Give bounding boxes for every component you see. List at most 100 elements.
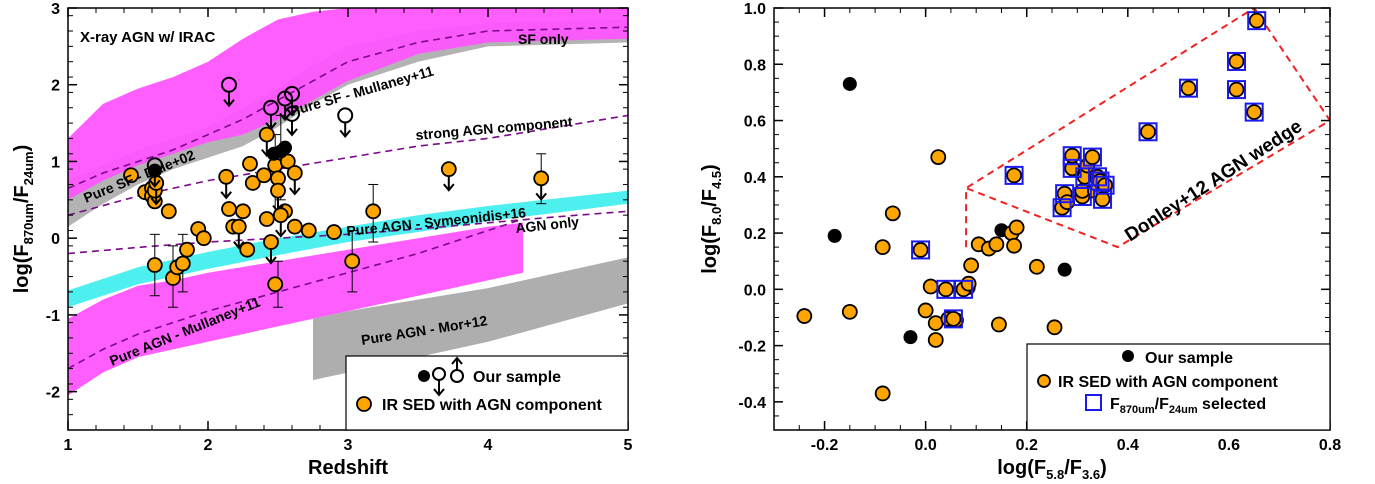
data-point-ir-sed — [960, 275, 977, 292]
data-point-selected — [1226, 80, 1246, 100]
data-point-selected — [1004, 165, 1024, 185]
data-point-ir-sed — [300, 222, 317, 239]
data-point-ir-sed — [1084, 149, 1101, 166]
upper-limit-arrowhead — [443, 183, 455, 192]
data-point-selected — [1075, 167, 1095, 187]
data-point-ir-sed — [146, 257, 163, 273]
data-point-selected — [1138, 122, 1158, 142]
y-tick-label: 2 — [51, 78, 60, 95]
upper-limit-arrowhead — [286, 108, 298, 117]
data-point-ir-sed — [256, 167, 272, 184]
upper-limit-arrowhead — [223, 99, 235, 108]
legend-left: Our sample IR SED with AGN component — [345, 355, 629, 431]
upper-limit-arrowhead — [275, 229, 287, 238]
x-tick-label: 0.6 — [1218, 437, 1240, 454]
data-point-ir-sed — [922, 278, 939, 295]
upper-limit-arrowhead — [279, 112, 291, 122]
legend-arrowhead-down — [433, 388, 445, 397]
y-tick-label: -0.4 — [738, 395, 766, 412]
data-point-ir-sed — [937, 281, 954, 298]
template-band — [68, 8, 628, 200]
data-point-ir-sed — [1180, 80, 1197, 97]
legend-label-our-sample: Our sample — [473, 369, 561, 386]
data-point-ir-sed — [179, 241, 195, 258]
data-point-selected — [1244, 102, 1264, 122]
upper-limit-arrowhead — [220, 191, 232, 200]
data-point-ir-sed — [930, 149, 947, 166]
data-point-our-sample — [147, 163, 162, 178]
x-axis-label: Redshift — [308, 457, 388, 479]
data-point-ir-sed — [991, 316, 1007, 333]
data-point-ir-sed — [267, 276, 284, 293]
data-point-our-sample-limit — [284, 85, 300, 102]
upper-limit-arrowhead — [265, 256, 277, 265]
data-point-selected — [1090, 171, 1110, 191]
data-point-selected — [1093, 189, 1113, 209]
data-point-ir-sed — [1248, 12, 1265, 29]
y-tick-label: -1 — [46, 308, 60, 325]
data-point-our-sample-limit — [337, 107, 354, 124]
legend-label-ir-sed: IR SED with AGN component — [1058, 374, 1279, 391]
data-point-ir-sed — [239, 241, 256, 258]
upper-limit-arrowhead — [535, 192, 547, 201]
legend-marker-orange — [1037, 374, 1051, 388]
legend-arrowhead-up — [451, 356, 463, 365]
y-tick-label: 0.0 — [744, 282, 766, 299]
data-point-ir-sed — [1028, 258, 1045, 275]
data-point-selected — [1226, 51, 1246, 71]
data-point-selected — [1178, 78, 1198, 98]
y-tick-label: 0.8 — [744, 57, 766, 74]
annotation-sf-only: SF only — [518, 31, 569, 47]
data-point-ir-sed — [244, 175, 261, 191]
data-point-our-sample — [842, 76, 857, 91]
data-point-ir-sed — [195, 230, 212, 247]
x-tick-label: 0.4 — [1117, 437, 1139, 454]
y-tick-label: -2 — [46, 385, 60, 402]
data-point-ir-sed — [1228, 53, 1245, 70]
data-point-ir-sed-limit — [258, 126, 275, 143]
data-point-selected — [1072, 186, 1092, 206]
data-point-ir-sed — [1006, 167, 1022, 184]
data-point-our-sample-limit — [146, 157, 163, 174]
upper-limit-arrowhead — [289, 187, 301, 196]
data-point-ir-sed-limit — [218, 168, 235, 185]
y-tick-label: 0.2 — [744, 226, 766, 243]
data-point-ir-sed — [160, 203, 177, 220]
data-point-ir-sed-limit — [230, 218, 247, 235]
legend-label-selected: F870um/F24um selected — [1110, 396, 1266, 416]
legend-marker-filled — [418, 370, 430, 382]
data-point-ir-sed — [963, 257, 980, 274]
data-point-our-sample-limit — [284, 105, 300, 122]
legend-marker-filled — [1122, 350, 1134, 362]
template-band — [313, 257, 628, 381]
upper-limit-arrowhead — [265, 122, 277, 131]
panel-label: X-ray AGN w/ IRAC — [80, 29, 215, 46]
data-point-ir-sed — [1008, 219, 1025, 236]
data-point-ir-sed — [344, 253, 361, 270]
data-point-our-sample — [1057, 262, 1072, 277]
data-point-ir-sed — [912, 242, 929, 258]
data-point-ir-sed — [242, 155, 258, 172]
x-tick-label: 0.0 — [915, 437, 937, 454]
data-point-ir-sed — [174, 255, 191, 272]
y-axis-label: log(F8.0/F4.5) — [699, 164, 724, 273]
data-point-selected — [954, 279, 974, 299]
data-point-ir-sed — [841, 303, 858, 320]
x-tick-label: 4 — [484, 437, 493, 454]
upper-limit-arrowhead — [149, 179, 161, 188]
y-tick-label: 0.4 — [744, 170, 766, 187]
legend-right: Our sample IR SED with AGN component F87… — [1026, 343, 1331, 431]
data-point-ir-sed — [279, 153, 296, 170]
agn-wedge — [965, 8, 1330, 249]
legend-box — [1026, 343, 1331, 431]
template-band — [68, 190, 628, 308]
data-point-selected — [1062, 146, 1082, 166]
data-point-ir-sed — [796, 308, 813, 324]
x-tick-label: 1 — [64, 437, 73, 454]
data-point-ir-sed-limit — [440, 161, 457, 178]
data-point-ir-sed — [884, 205, 901, 222]
data-point-ir-sed — [123, 167, 139, 184]
annotation-strong-agn: strong AGN component — [415, 113, 573, 143]
y-tick-label: -0.2 — [738, 339, 766, 356]
